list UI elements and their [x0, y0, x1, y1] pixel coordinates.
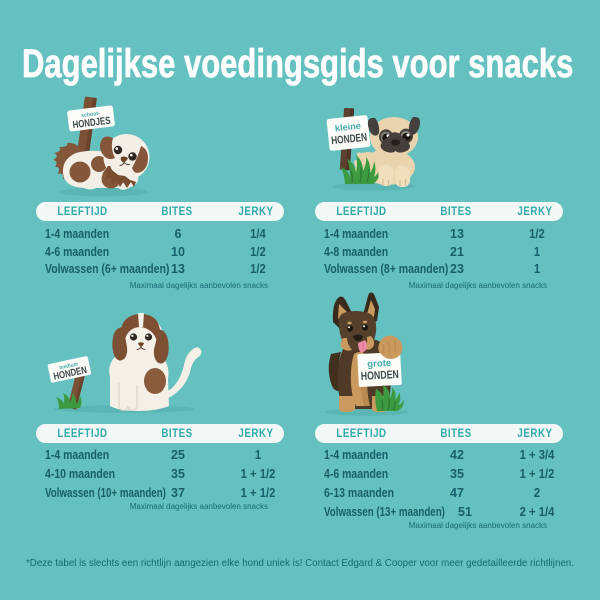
svg-text:HONDJES: HONDJES: [72, 115, 111, 132]
svg-text:schoot-: schoot-: [81, 111, 101, 119]
svg-text:kleine: kleine: [334, 121, 361, 134]
svg-text:HONDEN: HONDEN: [331, 132, 368, 148]
svg-text:grote: grote: [367, 358, 392, 370]
svg-text:medium: medium: [59, 362, 79, 372]
svg-text:HONDEN: HONDEN: [361, 369, 400, 383]
